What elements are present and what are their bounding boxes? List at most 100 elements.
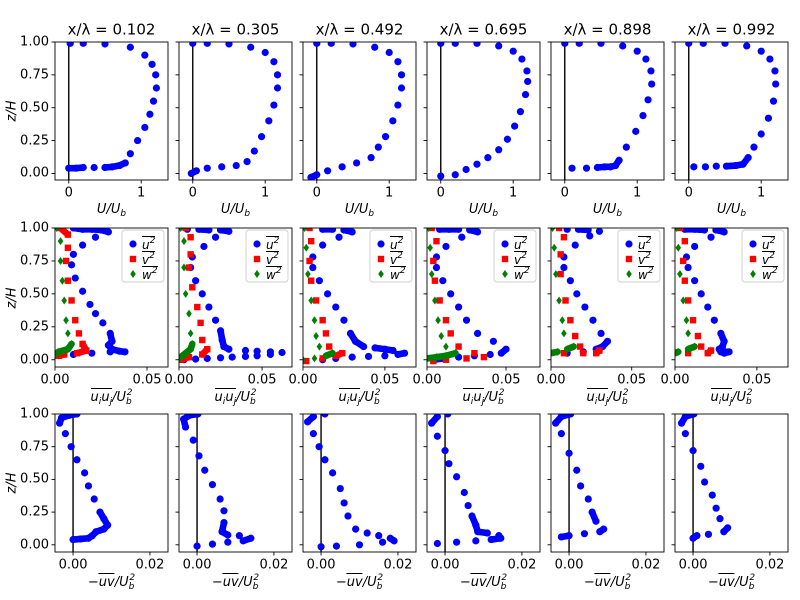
axes-frame (302, 227, 417, 368)
legend-marker (750, 270, 756, 278)
x-axis-label: U/Ub (717, 203, 746, 219)
label-part: u (142, 238, 150, 252)
panel-row2-col4 (547, 413, 665, 556)
overline-group: uiuj (710, 388, 733, 407)
data-point (55, 228, 60, 232)
data-point (700, 478, 709, 486)
data-point (309, 263, 317, 272)
plot-area (427, 228, 510, 365)
data-point (57, 256, 64, 265)
series-diamond-#008000 (551, 228, 577, 358)
series-circle-#0000ff (187, 42, 282, 178)
data-point (211, 233, 220, 241)
overline-group: v2 (390, 251, 403, 267)
data-point (192, 167, 200, 175)
data-point (359, 342, 368, 351)
x-axis-label: −uv/Ub2 (336, 573, 383, 592)
data-point (180, 415, 188, 423)
x-axis-label: U/Ub (345, 203, 374, 219)
label-part: b (745, 397, 752, 407)
data-point (436, 297, 443, 304)
label-part: u (638, 238, 646, 252)
data-point (707, 233, 715, 241)
data-point (204, 346, 211, 353)
data-point (771, 67, 779, 75)
data-point (576, 482, 585, 490)
data-point (576, 343, 584, 350)
axes-frame (54, 227, 169, 368)
data-point (433, 414, 441, 421)
x-tick-label: 0.00 (554, 557, 584, 573)
label-part: u (586, 390, 595, 405)
label-part: − (583, 575, 595, 590)
data-point (100, 525, 108, 533)
data-point (189, 42, 197, 47)
data-point (270, 58, 278, 66)
data-point (239, 537, 247, 545)
data-point (647, 67, 655, 75)
x-tick-label: 0.00 (678, 557, 708, 573)
overline-group: w2 (638, 266, 654, 282)
overline-group: w2 (514, 266, 530, 282)
data-point (86, 300, 94, 309)
overline-group: uiuj (214, 388, 237, 407)
label-part: b (624, 582, 631, 592)
data-point (447, 330, 454, 337)
data-point (443, 351, 449, 360)
label-part: U/U (592, 202, 617, 217)
legend-marker (626, 270, 632, 278)
overline-group: uv (98, 573, 115, 590)
label-part: b (740, 209, 747, 219)
label-part: w (762, 268, 772, 282)
label-part: b (373, 397, 380, 407)
data-point (732, 161, 740, 170)
data-point (389, 346, 397, 355)
data-point (559, 316, 566, 325)
data-point (611, 161, 620, 170)
data-point (315, 277, 323, 285)
data-point (560, 349, 568, 357)
legend-marker (130, 270, 136, 278)
overline-group: u2 (514, 236, 528, 252)
data-point (67, 261, 76, 269)
overline-group: u2 (762, 236, 776, 252)
legend-label: u2 (762, 236, 776, 252)
data-point (351, 337, 360, 345)
data-point (451, 42, 459, 47)
panel-title: x/λ = 0.695 (439, 20, 528, 39)
data-point (185, 414, 193, 419)
series-circle-#0000ff (681, 228, 733, 357)
data-point (363, 529, 371, 537)
overline-group: uiuj (338, 388, 361, 407)
series-square-#ff0000 (303, 228, 346, 365)
data-point (346, 329, 355, 338)
plot-area (179, 228, 286, 364)
data-point (565, 532, 573, 540)
overline-group: u2 (266, 236, 280, 252)
label-part: uv (222, 575, 239, 590)
data-point (189, 339, 196, 348)
data-point (644, 96, 652, 104)
data-point (216, 327, 225, 335)
data-point (79, 287, 87, 295)
legend-marker (254, 270, 260, 278)
label-part: j (481, 397, 485, 407)
data-point (466, 228, 474, 234)
data-point (303, 243, 310, 252)
legend-label: u2 (638, 236, 652, 252)
data-point (397, 84, 406, 92)
data-point (694, 332, 702, 340)
data-point (707, 347, 715, 354)
y-tick-label: 0.50 (20, 471, 49, 487)
label-part: U/U (468, 202, 493, 217)
data-point (371, 43, 379, 51)
data-point (601, 163, 609, 171)
data-point (181, 423, 190, 431)
data-point (106, 329, 114, 338)
data-point (697, 290, 705, 298)
data-point (199, 351, 206, 358)
label-part: 2 (374, 388, 381, 398)
data-point (55, 350, 58, 359)
panel-row1-col4 (547, 227, 665, 371)
label-part: u (390, 238, 398, 252)
